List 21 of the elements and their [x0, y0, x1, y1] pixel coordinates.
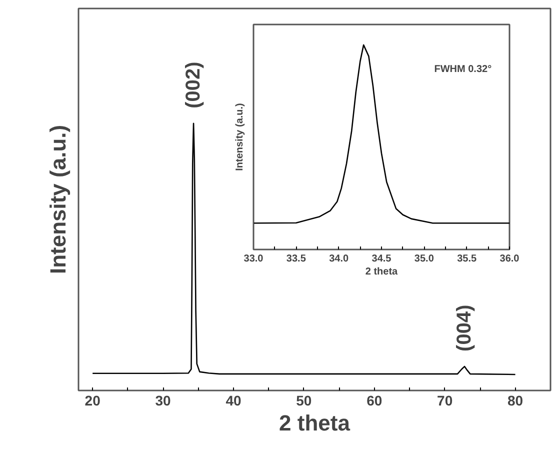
x-tick-label: 36.0 [500, 254, 520, 264]
x-axis-title: 2 theta [365, 266, 398, 278]
annotation: FWHM 0.32° [434, 64, 492, 75]
x-tick-label: 50 [296, 392, 312, 408]
x-tick-label: 33.5 [286, 254, 306, 264]
annotation: (002) [182, 62, 205, 108]
y-axis-title: Intensity (a.u.) [46, 124, 70, 274]
x-tick-label: 34.5 [372, 254, 392, 264]
x-tick-label: 33.0 [244, 254, 264, 264]
x-tick-label: 20 [84, 392, 101, 408]
x-tick-label: 70 [437, 392, 453, 408]
x-tick-label: 35.0 [414, 254, 434, 264]
x-axis-title: 2 theta [279, 410, 351, 436]
x-tick-label: 40 [226, 392, 242, 408]
x-tick-label: 60 [366, 392, 382, 408]
x-tick-label: 35.5 [457, 254, 478, 264]
y-axis-title: Intensity (a.u.) [234, 103, 246, 171]
annotation: (004) [454, 304, 476, 352]
x-tick-label: 80 [507, 392, 524, 408]
x-tick-label: 30 [155, 392, 172, 408]
x-tick-label: 34.0 [329, 254, 350, 264]
